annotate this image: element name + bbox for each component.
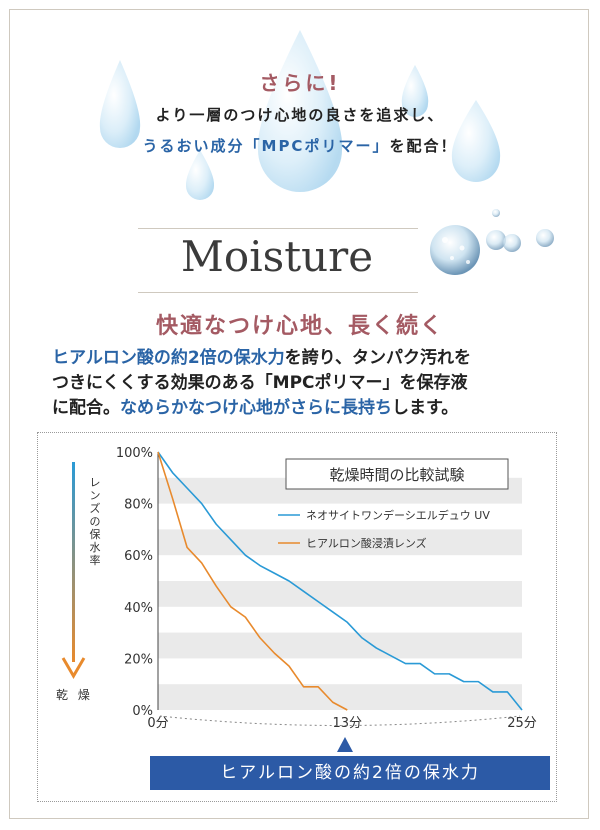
grid-band [158, 529, 522, 556]
droplet-icon [185, 150, 215, 200]
body-line: に配合。なめらかなつけ心地がさらに長持ちします。 [52, 396, 572, 421]
bubble-icon [430, 225, 480, 275]
moisture-arrow-icon [61, 462, 86, 679]
hero-line-rest: を配合！ [389, 137, 458, 155]
title-rule-bottom [138, 292, 418, 293]
body-line: つきにくくする効果のある「MPCポリマー」を保存液 [52, 373, 468, 393]
pointer-triangle-icon [337, 737, 353, 752]
body-text-run: します。 [392, 398, 459, 418]
page-frame [9, 9, 589, 819]
droplet-icon [99, 60, 141, 148]
time-brace [159, 715, 521, 726]
subheading: 快適なつけ心地、長く続く [155, 314, 444, 339]
y-tick-label: 80% [124, 498, 153, 513]
series-line [157, 451, 348, 711]
body-highlight: ヒアルロン酸の約2倍の保水力 [52, 348, 285, 368]
body-highlight: なめらかなつけ心地がさらに長持ち [120, 398, 392, 418]
y-tick-label: 40% [124, 601, 153, 616]
legend-label: ヒアルロン酸浸漬レンズ [306, 536, 427, 550]
droplet-icon [451, 100, 501, 182]
section-title: Moisture [180, 232, 374, 281]
body-line: ヒアルロン酸の約2倍の保水力を誇り、タンパク汚れを [52, 346, 572, 371]
bubble-icon [486, 209, 554, 252]
droplet-icon [257, 30, 343, 192]
droplet-icon [401, 65, 429, 117]
y-tick-label: 60% [124, 549, 153, 564]
x-tick-label: 0分 [147, 716, 168, 731]
legend-label: ネオサイトワンデーシエルデュウ UV [306, 508, 490, 522]
x-tick-label: 13分 [333, 716, 363, 731]
y-tick-label: 0% [132, 704, 153, 719]
body-text: ヒアルロン酸の約2倍の保水力を誇り、タンパク汚れを つきにくくする効果のある「M… [52, 346, 572, 421]
body-text-run: に配合。 [52, 398, 120, 418]
y-tick-label: 20% [124, 652, 153, 667]
dry-label: 乾 燥 [56, 688, 93, 702]
grid-band [158, 632, 522, 659]
hero-line: うるおい成分「MPCポリマー」を配合！ [0, 135, 600, 156]
water-drops-decoration [99, 30, 554, 275]
y-tick-label: 100% [116, 446, 153, 461]
chart-container [37, 432, 557, 802]
grid-band [158, 581, 522, 607]
summary-banner: ヒアルロン酸の約2倍の保水力 [150, 756, 550, 790]
hero-headline: さらに! [259, 71, 341, 95]
hero-line: より一層のつけ心地の良さを追求し、 [155, 106, 445, 124]
body-text-run: を誇り、タンパク汚れを [284, 348, 471, 368]
x-tick-label: 25分 [507, 716, 537, 731]
chart-title-box [285, 458, 509, 490]
vertical-axis-label: レンズの保水率 [89, 476, 101, 567]
chart-title: 乾燥時間の比較試験 [329, 466, 464, 484]
title-rule-top [138, 228, 418, 229]
series-line [157, 451, 523, 711]
hero-text: さらに! より一層のつけ心地の良さを追求し、 うるおい成分「MPCポリマー」を配… [0, 70, 600, 156]
hero-highlight: うるおい成分「MPCポリマー」 [142, 137, 390, 155]
